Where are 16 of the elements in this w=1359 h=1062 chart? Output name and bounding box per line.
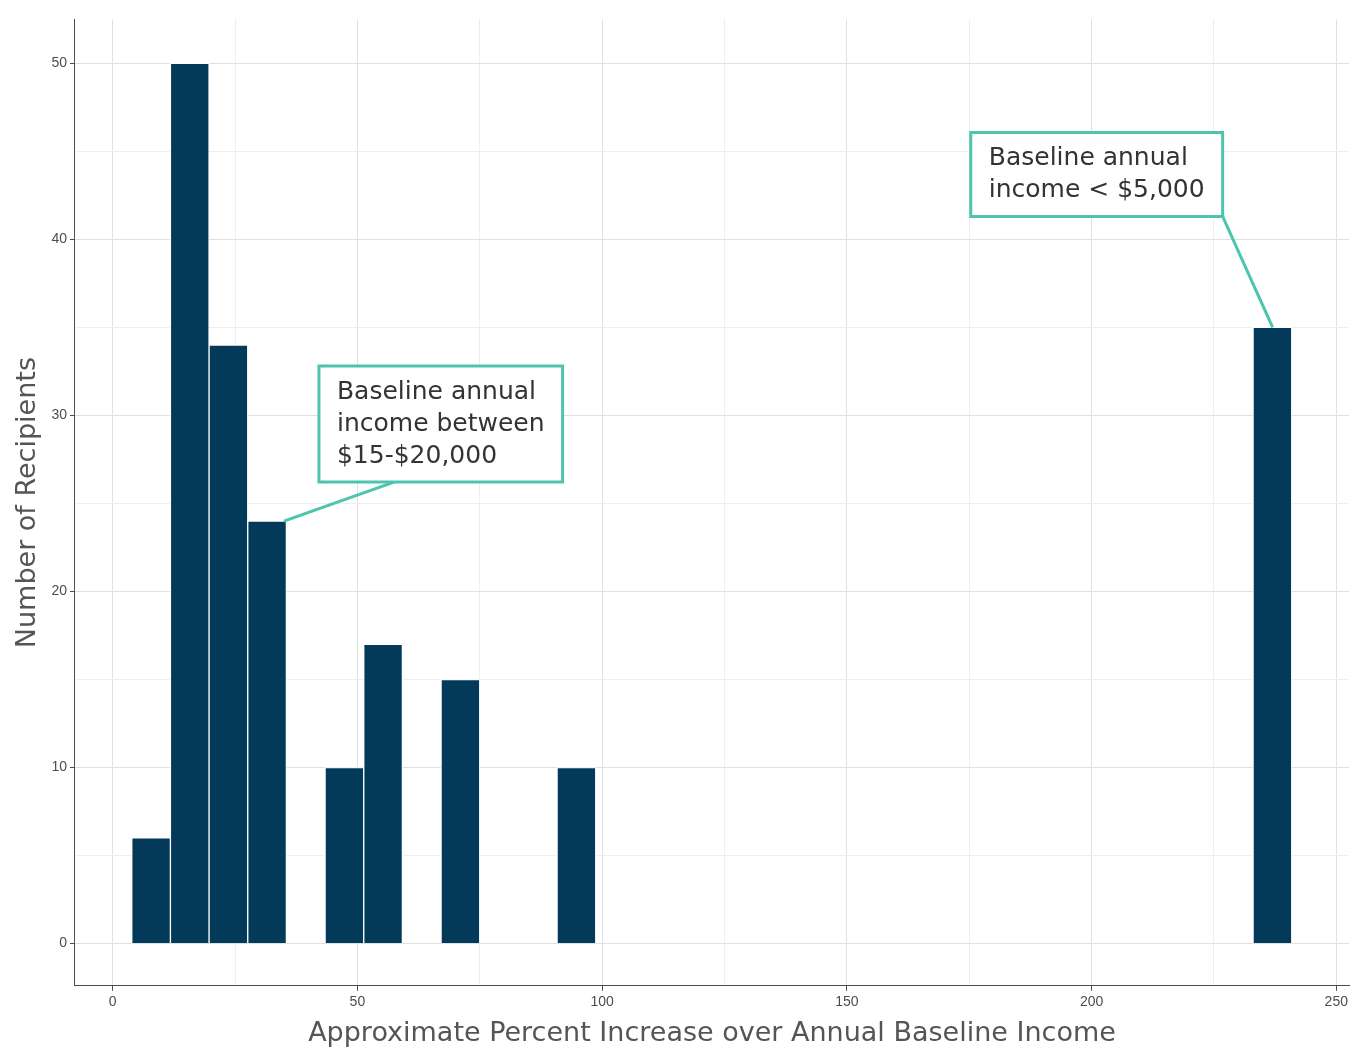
y-tick-label: 20: [51, 582, 68, 599]
y-tick-label: 50: [51, 54, 68, 71]
x-tick-label: 200: [1079, 993, 1104, 1010]
annotation: Baseline annual income < $5,000: [988, 141, 1205, 203]
y-tick-label: 40: [51, 230, 68, 247]
annotation: Baseline annual income between $15-$20,000: [336, 375, 545, 469]
x-tick-label: 100: [590, 993, 614, 1010]
x-tick-label: 250: [1324, 993, 1349, 1010]
y-axis-title: Number of Recipients: [10, 357, 42, 649]
x-axis-title: Approximate Percent Increase over Annual Baseline Income: [308, 1015, 1116, 1047]
x-tick-label: 50: [349, 993, 366, 1010]
x-tick-label: 150: [835, 993, 859, 1010]
y-tick-label: 10: [51, 758, 68, 775]
y-tick-label: 30: [51, 406, 68, 423]
y-tick-label: 0: [59, 934, 68, 951]
x-tick-label: 0: [108, 993, 117, 1010]
